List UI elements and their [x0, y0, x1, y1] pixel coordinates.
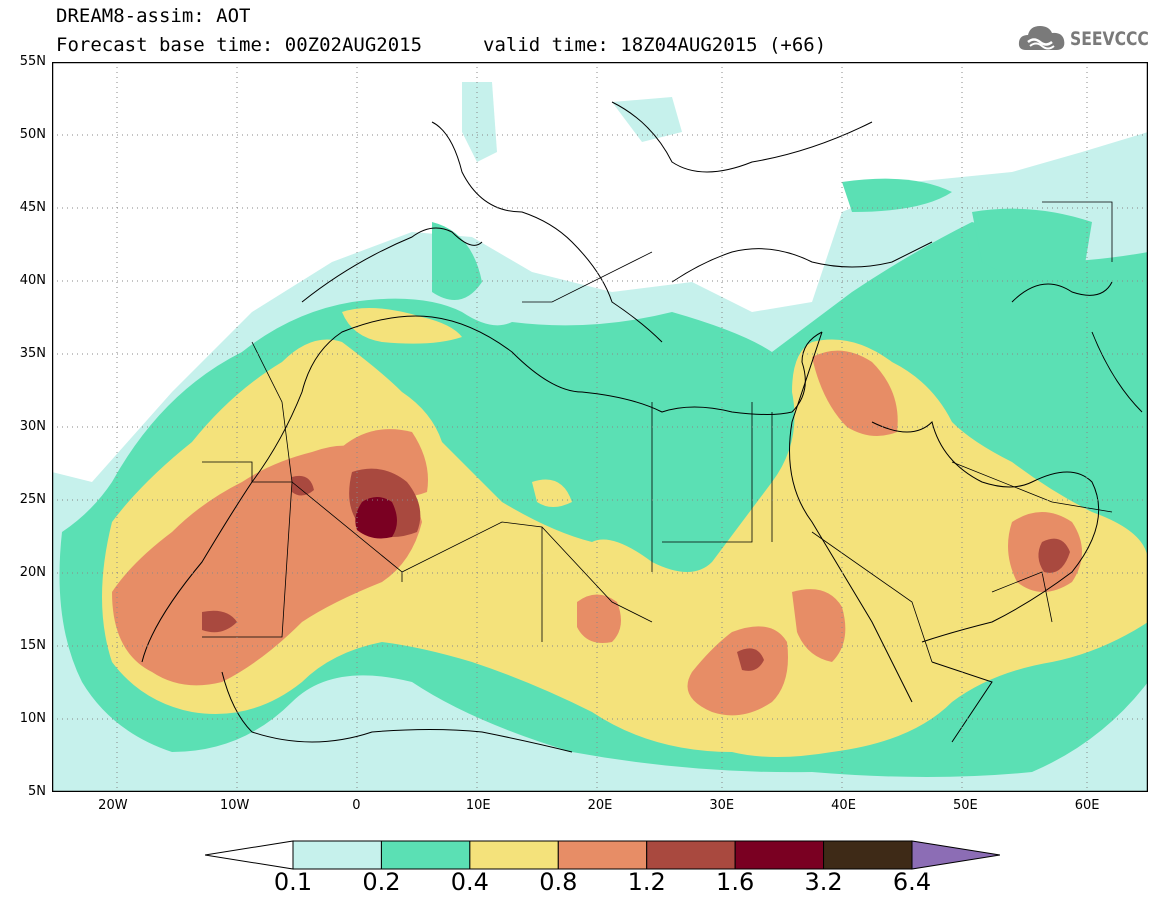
map-frame	[52, 62, 1148, 792]
lat-label: 5N	[28, 784, 46, 799]
lat-label: 50N	[19, 127, 46, 142]
valid-time: valid time: 18Z04AUG2015 (+66)	[483, 34, 827, 56]
lat-label: 35N	[19, 346, 46, 361]
forecast-base-time: Forecast base time: 00Z02AUG2015	[56, 34, 423, 56]
colorbar-segment	[469, 840, 559, 870]
lat-label: 30N	[19, 419, 46, 434]
colorbar-over-triangle	[911, 840, 1000, 870]
map-title: DREAM8-assim: AOT	[56, 5, 251, 27]
aot-map	[52, 62, 1148, 792]
lon-label: 40E	[831, 798, 856, 813]
seevccc-logo: SEEVCCC	[1018, 22, 1153, 56]
coastlines	[141, 101, 1143, 753]
colorbar-label: 0.4	[450, 868, 489, 896]
aot-level-1.6	[355, 497, 397, 539]
lon-label: 50E	[952, 798, 978, 813]
lon-label: 10E	[465, 798, 491, 813]
lon-label: 0	[352, 798, 361, 813]
colorbar-label: 0.1	[273, 868, 313, 896]
colorbar-segment	[380, 840, 471, 870]
colorbar	[205, 840, 1000, 870]
colorbar-label: 3.2	[804, 868, 843, 896]
colorbar-label: 0.8	[539, 868, 578, 896]
lon-label: 20E	[587, 798, 613, 813]
lat-label: 45N	[19, 200, 46, 215]
lat-label: 55N	[19, 54, 46, 69]
colorbar-label: 1.6	[716, 868, 755, 896]
lat-label: 25N	[19, 492, 46, 507]
lat-label: 40N	[19, 273, 46, 288]
colorbar-label: 1.2	[627, 868, 666, 896]
colorbar-segment	[646, 840, 736, 870]
lat-label: 20N	[19, 565, 46, 580]
cloud-logo-icon	[1018, 26, 1065, 50]
logo-text: SEEVCCC	[1070, 28, 1149, 50]
colorbar-segment	[734, 840, 825, 870]
lon-label: 30E	[709, 798, 735, 813]
lon-label: 60E	[1074, 798, 1100, 813]
lat-label: 10N	[19, 711, 46, 726]
gridlines	[52, 62, 1148, 792]
colorbar-label: 6.4	[892, 868, 932, 896]
colorbar-segment	[823, 840, 913, 870]
colorbar-segment	[557, 840, 648, 870]
colorbar-under-triangle	[205, 840, 294, 870]
lon-label: 20W	[98, 798, 128, 813]
colorbar-segment	[292, 840, 382, 870]
country-borders	[202, 201, 1113, 663]
lon-label: 10W	[219, 798, 250, 813]
lat-label: 15N	[19, 638, 46, 653]
colorbar-label: 0.2	[362, 868, 401, 896]
